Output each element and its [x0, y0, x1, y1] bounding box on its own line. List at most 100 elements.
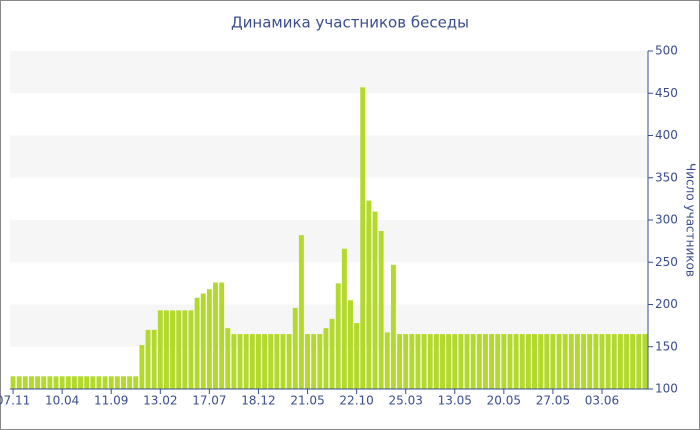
bar [562, 334, 568, 389]
bar [29, 376, 34, 389]
bar [280, 334, 286, 389]
bar [145, 329, 151, 389]
bar [440, 334, 445, 389]
bar [489, 334, 495, 389]
bar [108, 376, 114, 389]
bar [378, 230, 384, 389]
bar [317, 334, 323, 389]
y-tick-label: 300 [655, 213, 678, 227]
bar [587, 334, 593, 389]
bar [329, 318, 335, 389]
x-tick-label: 13.02 [143, 394, 177, 408]
x-tick-label: 10.04 [45, 394, 79, 408]
bar [470, 334, 476, 389]
bar [482, 334, 488, 389]
y-tick-label: 350 [655, 170, 678, 184]
bar [35, 376, 41, 389]
bar [372, 211, 378, 389]
bar [249, 334, 255, 389]
x-tick-label: 11.09 [94, 394, 128, 408]
y-tick-label: 200 [655, 297, 678, 311]
bar [151, 329, 157, 389]
chart-title: Динамика участников беседы [231, 14, 469, 32]
bar [403, 334, 409, 389]
bar [519, 334, 525, 389]
y-tick-label: 500 [655, 44, 678, 58]
bar [188, 310, 194, 389]
bar [298, 235, 304, 389]
bar [274, 334, 280, 389]
bar [617, 334, 623, 389]
bar [286, 334, 292, 389]
bar [225, 328, 231, 389]
bar [47, 376, 53, 389]
bar [556, 334, 562, 389]
bar [354, 323, 360, 389]
bar [127, 376, 133, 389]
x-tick-label: 17.07 [192, 394, 226, 408]
bar [611, 334, 617, 389]
bar [397, 334, 403, 389]
bar [574, 334, 580, 389]
bar [237, 334, 243, 389]
y-tick-label: 450 [655, 86, 678, 100]
bar [538, 334, 544, 389]
bar [433, 334, 439, 389]
bar [415, 334, 421, 389]
bar [452, 334, 458, 389]
bar [213, 282, 218, 389]
bar [170, 310, 176, 389]
bar [268, 334, 274, 389]
y-tick-label: 150 [655, 339, 678, 353]
bar [102, 376, 108, 389]
x-tick-label: 18.12 [241, 394, 275, 408]
x-tick-label: 03.06 [585, 394, 619, 408]
bar [501, 334, 507, 389]
bar [231, 334, 237, 389]
bar [292, 307, 298, 389]
bar [624, 334, 629, 389]
bar [200, 293, 206, 389]
bar [96, 376, 102, 389]
x-tick-label: 13.05 [438, 394, 472, 408]
bar [157, 310, 163, 389]
bar [16, 376, 22, 389]
bar [53, 376, 59, 389]
x-tick-label: 22.10 [339, 394, 373, 408]
bar [311, 334, 317, 389]
x-tick-label: 25.03 [389, 394, 423, 408]
bar [476, 334, 482, 389]
bar [421, 334, 427, 389]
bar [90, 376, 96, 389]
bar [427, 334, 433, 389]
bar [182, 310, 188, 389]
bar [495, 334, 501, 389]
bar [341, 248, 347, 389]
bar [348, 300, 353, 389]
x-tick-label: 07.11 [0, 394, 30, 408]
bar [121, 376, 126, 389]
bar [630, 334, 636, 389]
bar [243, 334, 249, 389]
bar [255, 334, 261, 389]
bar [390, 264, 396, 389]
bar [323, 328, 329, 389]
bar [409, 334, 415, 389]
bar [446, 334, 452, 389]
bar [532, 334, 537, 389]
bar [59, 376, 65, 389]
grid-band [10, 51, 648, 94]
bar [568, 334, 574, 389]
bar [513, 334, 519, 389]
bar [114, 376, 120, 389]
bar [84, 376, 90, 389]
y-tick-label: 400 [655, 128, 678, 142]
bar [10, 376, 16, 389]
y-tick-label: 250 [655, 255, 678, 269]
bar [335, 283, 341, 389]
bar [360, 87, 366, 390]
bar [605, 334, 611, 389]
bar [139, 345, 145, 389]
bar [636, 334, 642, 389]
